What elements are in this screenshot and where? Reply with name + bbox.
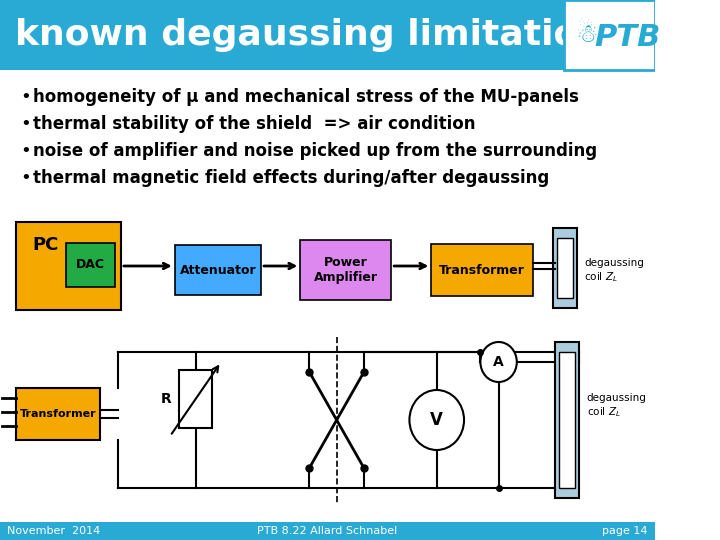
Circle shape <box>480 342 517 382</box>
Text: November  2014: November 2014 <box>7 526 101 536</box>
Text: •: • <box>20 115 31 133</box>
Text: page 14: page 14 <box>603 526 648 536</box>
Text: PTB 8.22 Allard Schnabel: PTB 8.22 Allard Schnabel <box>258 526 397 536</box>
Bar <box>300 240 391 300</box>
Text: known degaussing limitations: known degaussing limitations <box>14 18 625 52</box>
Bar <box>17 388 100 440</box>
Text: A: A <box>493 355 504 369</box>
Text: •: • <box>20 169 31 187</box>
Text: DAC: DAC <box>76 259 104 272</box>
Text: noise of amplifier and noise picked up from the surrounding: noise of amplifier and noise picked up f… <box>32 142 597 160</box>
Bar <box>559 352 575 488</box>
Bar <box>553 228 577 308</box>
Text: thermal magnetic field effects during/after degaussing: thermal magnetic field effects during/af… <box>32 169 549 187</box>
Text: Attenuator: Attenuator <box>179 264 256 276</box>
Bar <box>0 522 655 540</box>
Text: ☃: ☃ <box>576 23 598 47</box>
Bar <box>17 222 121 310</box>
Text: Transformer: Transformer <box>20 409 96 419</box>
Circle shape <box>410 390 464 450</box>
Text: R: R <box>161 392 172 406</box>
Bar <box>66 243 114 287</box>
Text: degaussing: degaussing <box>587 393 647 403</box>
Bar <box>564 0 655 70</box>
Text: degaussing: degaussing <box>584 258 644 268</box>
Text: Transformer: Transformer <box>439 264 525 276</box>
Text: PC: PC <box>32 236 59 254</box>
Text: •: • <box>20 142 31 160</box>
Text: thermal stability of the shield  => air condition: thermal stability of the shield => air c… <box>32 115 475 133</box>
Bar <box>175 245 261 295</box>
Text: coil $Z_L$: coil $Z_L$ <box>584 270 618 284</box>
Bar <box>179 370 212 428</box>
Bar <box>431 244 534 296</box>
Text: Power: Power <box>324 256 368 269</box>
Text: homogeneity of μ and mechanical stress of the MU-panels: homogeneity of μ and mechanical stress o… <box>32 88 579 106</box>
Text: PTB: PTB <box>595 24 661 52</box>
Text: coil $Z_L$: coil $Z_L$ <box>587 405 621 419</box>
Bar <box>555 342 579 498</box>
Text: •: • <box>20 88 31 106</box>
Bar <box>0 0 564 70</box>
Text: V: V <box>431 411 444 429</box>
Text: Amplifier: Amplifier <box>314 271 378 284</box>
Bar <box>557 238 573 298</box>
